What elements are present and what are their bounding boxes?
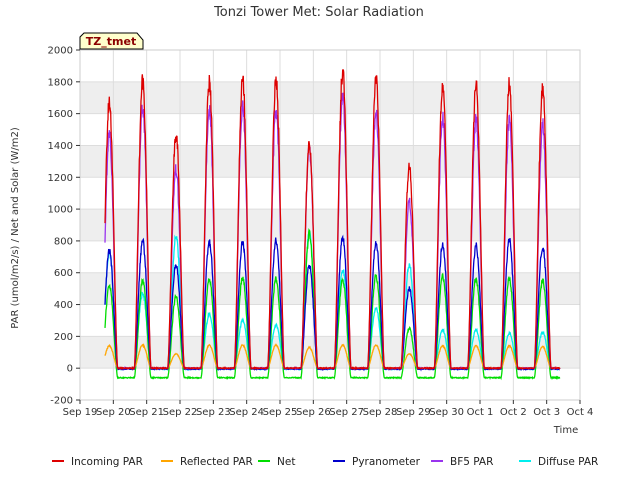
y-tick-label: 0 xyxy=(67,364,73,375)
plot-bands xyxy=(80,81,580,369)
x-tick-label: Sep 29 xyxy=(396,407,431,418)
y-tick-label: 1400 xyxy=(48,141,73,152)
series-line-net xyxy=(104,227,561,381)
x-tick-label: Sep 20 xyxy=(96,407,131,418)
plot-band xyxy=(80,81,580,114)
x-axis-title: Time xyxy=(553,425,578,436)
y-axis-ticks: -200 0 200 400 600 800 1000 1200 1400 1600 1800 200… xyxy=(48,46,80,407)
legend: Incoming PAR Reflected PAR Net Pyranometer B… xyxy=(52,456,598,468)
y-tick-label: 200 xyxy=(54,332,73,343)
x-tick-label: Sep 26 xyxy=(296,407,331,418)
plot-band xyxy=(80,209,580,241)
x-tick-label: Sep 24 xyxy=(229,407,264,418)
y-tick-label: 800 xyxy=(54,236,73,247)
site-badge: TZ_tmet xyxy=(79,32,144,50)
x-tick-label: Oct 1 xyxy=(467,407,494,418)
x-tick-label: Sep 23 xyxy=(196,407,231,418)
x-tick-label: Oct 3 xyxy=(533,407,560,418)
legend-item-net: Net xyxy=(258,456,295,468)
y-tick-label: 1000 xyxy=(48,205,73,216)
x-tick-label: Sep 19 xyxy=(63,407,98,418)
y-tick-label: 1200 xyxy=(48,173,73,184)
x-tick-label: Sep 21 xyxy=(129,407,164,418)
legend-label: Incoming PAR xyxy=(71,456,143,468)
badge-box xyxy=(79,32,144,50)
y-tick-label: 2000 xyxy=(48,46,73,57)
series-layer xyxy=(104,69,561,381)
plot-band xyxy=(80,336,580,369)
plot-band xyxy=(80,272,580,305)
legend-item-reflected-par: Reflected PAR xyxy=(161,456,253,468)
legend-item-incoming-par: Incoming PAR xyxy=(52,456,143,468)
y-tick-label: 400 xyxy=(54,300,73,311)
plot-frame xyxy=(79,49,581,401)
x-tick-label: Sep 27 xyxy=(329,407,364,418)
x-tick-label: Sep 22 xyxy=(163,407,198,418)
legend-label: BF5 PAR xyxy=(450,456,493,468)
y-tick-label: 1600 xyxy=(48,109,73,120)
chart-title: Tonzi Tower Met: Solar Radiation xyxy=(213,5,424,20)
legend-item-pyranometer: Pyranometer xyxy=(333,456,421,468)
x-tick-label: Oct 4 xyxy=(567,407,594,418)
x-tick-label: Sep 25 xyxy=(263,407,298,418)
legend-label: Diffuse PAR xyxy=(538,456,598,468)
y-tick-label: 1800 xyxy=(48,77,73,88)
y-tick-label: -200 xyxy=(50,396,73,407)
x-tick-label: Oct 2 xyxy=(500,407,527,418)
series-line-incoming-par xyxy=(104,69,561,371)
legend-item-diffuse-par: Diffuse PAR xyxy=(519,456,598,468)
x-tick-label: Sep 28 xyxy=(363,407,398,418)
y-axis-title: PAR (umol/m2/s) / Net and Solar (W/m2) xyxy=(10,127,21,329)
badge-label: TZ_tmet xyxy=(86,35,136,48)
y-tick-label: 600 xyxy=(54,268,73,279)
legend-item-bf5-par: BF5 PAR xyxy=(431,456,493,468)
x-tick-label: Sep 30 xyxy=(429,407,464,418)
legend-label: Net xyxy=(277,456,295,468)
legend-label: Reflected PAR xyxy=(180,456,253,468)
plot-band xyxy=(80,145,580,178)
legend-label: Pyranometer xyxy=(352,456,421,468)
